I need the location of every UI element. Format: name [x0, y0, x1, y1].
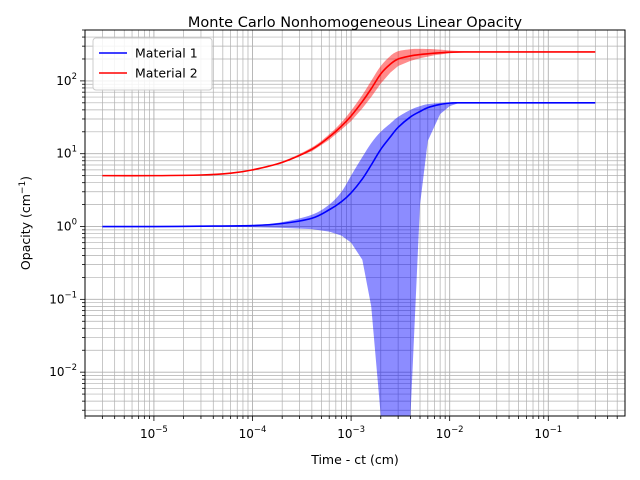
y-axis-label: Opacity (cm−1) [18, 176, 33, 270]
x-tick-label-exponent: −4 [254, 425, 267, 435]
y-axis-label-close: ) [18, 176, 33, 181]
x-tick-label: 10−4 [239, 425, 267, 441]
y-tick-label: 102 [56, 72, 77, 88]
y-tick-label-exponent: 2 [72, 72, 77, 82]
x-tick-label-base: 10 [436, 427, 451, 441]
x-tick-label-exponent: −2 [451, 425, 464, 435]
y-tick-label-base: 10 [49, 365, 64, 379]
x-tick-label-exponent: −1 [550, 425, 563, 435]
y-tick-label: 10−1 [49, 290, 77, 306]
x-tick-label-base: 10 [239, 427, 254, 441]
series-2-line [102, 51, 596, 177]
legend: Material 1 Material 2 [92, 37, 213, 91]
series-1-line [102, 101, 596, 228]
legend-box [92, 37, 213, 91]
grid [84, 29, 625, 416]
x-tick-label-exponent: −3 [352, 425, 365, 435]
y-tick-label: 101 [56, 145, 77, 161]
series-lines [102, 51, 596, 228]
y-tick-label-exponent: 0 [72, 218, 77, 228]
plot-frame [84, 29, 626, 417]
x-tick-label-exponent: −5 [155, 425, 168, 435]
x-tick-label-base: 10 [140, 427, 155, 441]
y-tick-label: 10−2 [49, 363, 77, 379]
y-tick-label-base: 10 [49, 292, 64, 306]
x-tick-label-base: 10 [337, 427, 352, 441]
x-tick-label: 10−1 [534, 425, 562, 441]
y-tick-label-base: 10 [56, 74, 71, 88]
legend-label: Material 1 [135, 46, 198, 61]
x-tick-label-base: 10 [534, 427, 549, 441]
y-tick-label: 100 [56, 218, 77, 234]
y-tick-label-exponent: 1 [72, 145, 77, 155]
y-axis-label-main: Opacity (cm [18, 194, 33, 270]
x-tick-label: 10−3 [337, 425, 365, 441]
y-axis-label-superscript: −1 [18, 181, 28, 194]
x-tick-label: 10−2 [436, 425, 464, 441]
y-tick-label-base: 10 [56, 220, 71, 234]
x-axis-label: Time - ct (cm) [310, 452, 399, 467]
y-tick-label-base: 10 [56, 147, 71, 161]
y-tick-label-exponent: −1 [64, 290, 77, 300]
x-tick-label: 10−5 [140, 425, 168, 441]
y-tick-label-exponent: −2 [64, 363, 77, 373]
legend-label: Material 2 [135, 66, 198, 81]
chart-title: Monte Carlo Nonhomogeneous Linear Opacit… [188, 15, 523, 31]
